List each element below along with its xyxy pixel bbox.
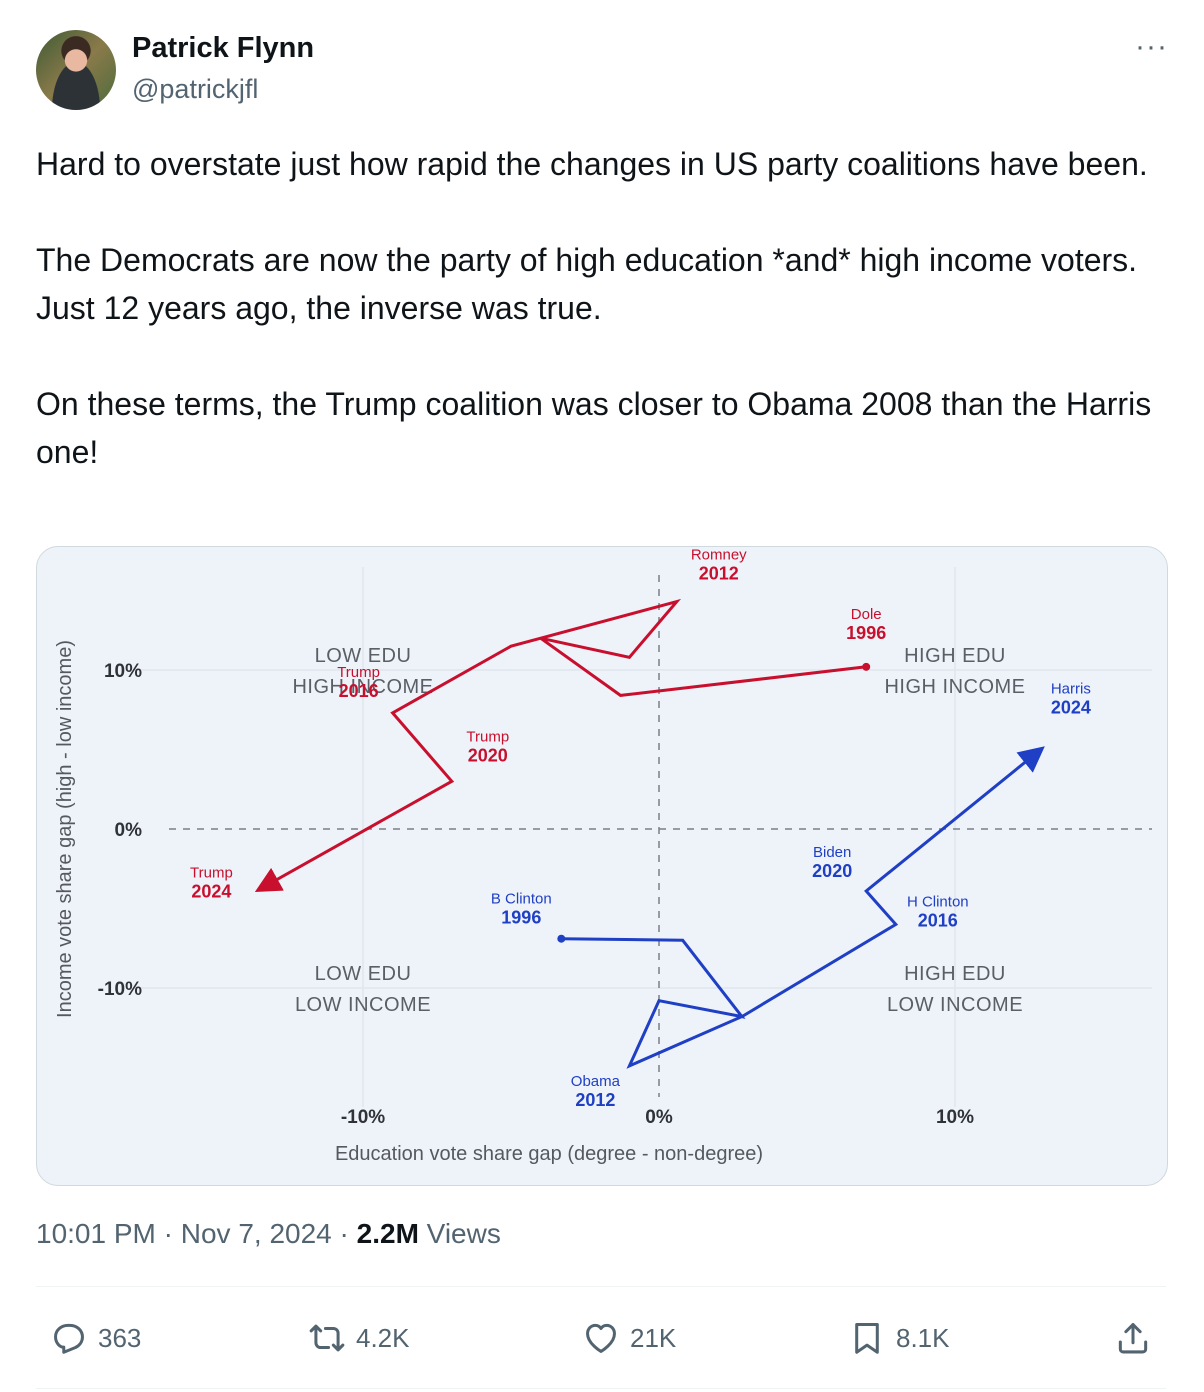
y-tick-label: 0% (115, 820, 143, 841)
bookmark-icon (855, 1323, 879, 1354)
point-name-label: Obama (571, 1073, 621, 1090)
bookmark-count: 8.1K (896, 1322, 950, 1353)
tweet-paragraph: Hard to overstate just how rapid the cha… (36, 146, 1148, 182)
point-name-label: Romney (691, 547, 747, 564)
y-tick-label: -10% (98, 979, 142, 1000)
avatar[interactable] (36, 30, 116, 110)
tweet-text: Hard to overstate just how rapid the cha… (36, 140, 1176, 524)
reply-icon (54, 1323, 84, 1354)
tweet-time[interactable]: 10:01 PM (36, 1218, 156, 1249)
point-year-label: 2012 (699, 564, 739, 584)
tweet-header: Patrick Flynn @patrickjfl ··· (36, 30, 1168, 110)
point-name-label: Dole (851, 606, 882, 623)
retweet-icon (309, 1324, 345, 1352)
like-icon (586, 1323, 616, 1353)
more-icon[interactable]: ··· (1135, 30, 1168, 63)
quadrant-label: LOW INCOME (887, 994, 1023, 1016)
point-name-label: B Clinton (491, 891, 552, 908)
point-year-label: 2020 (812, 861, 852, 881)
x-tick-label: 10% (936, 1107, 974, 1128)
tweet-paragraph: On these terms, the Trump coalition was … (36, 386, 1152, 470)
point-name-label: Biden (813, 844, 851, 861)
point-year-label: 2016 (339, 681, 379, 701)
point-name-label: Trump (466, 728, 509, 745)
point-year-label: 2016 (918, 910, 958, 930)
republican-start-point (862, 662, 871, 671)
democratic-start-point (557, 934, 566, 943)
quadrant-label: HIGH INCOME (884, 676, 1025, 698)
democratic-trajectory-line (561, 746, 1045, 1069)
point-name-label: Trump (337, 664, 380, 681)
tweet-paragraph: The Democrats are now the party of high … (36, 242, 1138, 326)
separator: · (155, 1218, 181, 1249)
divider (36, 1388, 1166, 1389)
y-axis-label: Income vote share gap (high - low income… (54, 640, 76, 1018)
like-count: 21K (630, 1322, 677, 1353)
quadrant-label: HIGH EDU (904, 645, 1006, 667)
quadrant-label: HIGH INCOME (292, 676, 433, 698)
views-count: 2.2M (356, 1218, 419, 1249)
republican-trajectory-line (254, 598, 867, 892)
like-button[interactable]: 21K (582, 1310, 676, 1366)
point-name-label: Harris (1051, 681, 1091, 698)
x-tick-label: 0% (645, 1107, 673, 1128)
tweet-timestamp: 10:01 PM · Nov 7, 2024 · 2.2M Views (36, 1218, 501, 1250)
x-tick-label: -10% (341, 1107, 385, 1128)
author-handle[interactable]: @patrickjfl (132, 74, 259, 104)
divider (36, 1286, 1166, 1287)
bookmark-button[interactable]: 8.1K (848, 1310, 950, 1366)
author-name[interactable]: Patrick Flynn (132, 32, 315, 64)
point-year-label: 2020 (468, 745, 508, 765)
quadrant-label: HIGH EDU (904, 963, 1006, 985)
point-year-label: 2024 (191, 881, 231, 901)
retweet-button[interactable]: 4.2K (308, 1310, 410, 1366)
quadrant-label: LOW EDU (315, 645, 412, 667)
point-year-label: 2012 (575, 1090, 615, 1110)
reply-button[interactable]: 363 (50, 1310, 141, 1366)
chart: 10% 0% -10% -10% 0% 10% Education vote share g… (54, 547, 1152, 1165)
point-year-label: 1996 (846, 623, 886, 643)
point-name-label: H Clinton (907, 893, 969, 910)
point-year-label: 2024 (1051, 698, 1091, 718)
quadrant-label: LOW EDU (315, 963, 412, 985)
point-name-label: Trump (190, 864, 233, 881)
point-year-label: 1996 (501, 908, 541, 928)
quadrant-label: LOW INCOME (295, 994, 431, 1016)
share-button[interactable] (1114, 1310, 1152, 1366)
chart-image[interactable]: 10% 0% -10% -10% 0% 10% Education vote share g… (36, 546, 1168, 1186)
separator: · (331, 1218, 357, 1249)
reply-count: 363 (98, 1322, 142, 1353)
tweet-date[interactable]: Nov 7, 2024 (180, 1218, 332, 1249)
retweet-count: 4.2K (356, 1322, 410, 1353)
action-bar: 363 4.2K 21K 8.1K (36, 1310, 1166, 1366)
views-label: Views (418, 1218, 501, 1249)
share-icon (1118, 1323, 1148, 1354)
y-tick-label: 10% (104, 661, 142, 682)
x-axis-label: Education vote share gap (degree - non-d… (335, 1143, 763, 1165)
